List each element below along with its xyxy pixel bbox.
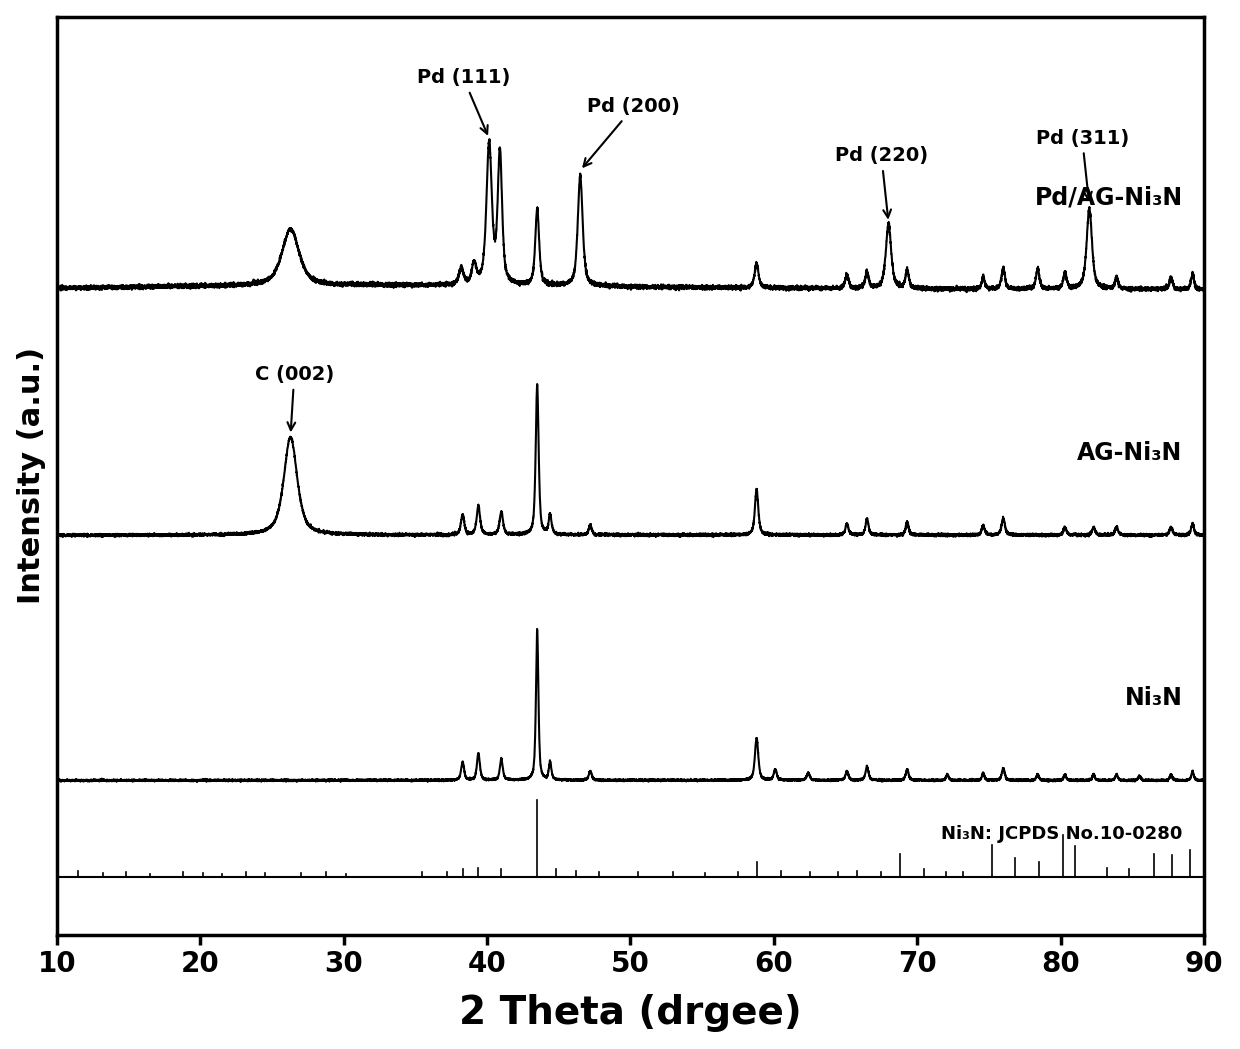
Text: Pd/AG-Ni₃N: Pd/AG-Ni₃N	[1034, 186, 1183, 210]
Text: Ni₃N: Ni₃N	[1125, 686, 1183, 710]
Text: Ni₃N: JCPDS No.10-0280: Ni₃N: JCPDS No.10-0280	[941, 826, 1183, 843]
Text: Pd (311): Pd (311)	[1035, 129, 1128, 200]
Text: C (002): C (002)	[254, 365, 334, 430]
Text: AG-Ni₃N: AG-Ni₃N	[1078, 441, 1183, 465]
Text: Pd (220): Pd (220)	[835, 147, 928, 217]
Text: Pd (200): Pd (200)	[584, 98, 681, 167]
X-axis label: 2 Theta (drgee): 2 Theta (drgee)	[459, 994, 802, 1032]
Text: Pd (111): Pd (111)	[417, 68, 510, 134]
Y-axis label: Intensity (a.u.): Intensity (a.u.)	[16, 347, 46, 604]
